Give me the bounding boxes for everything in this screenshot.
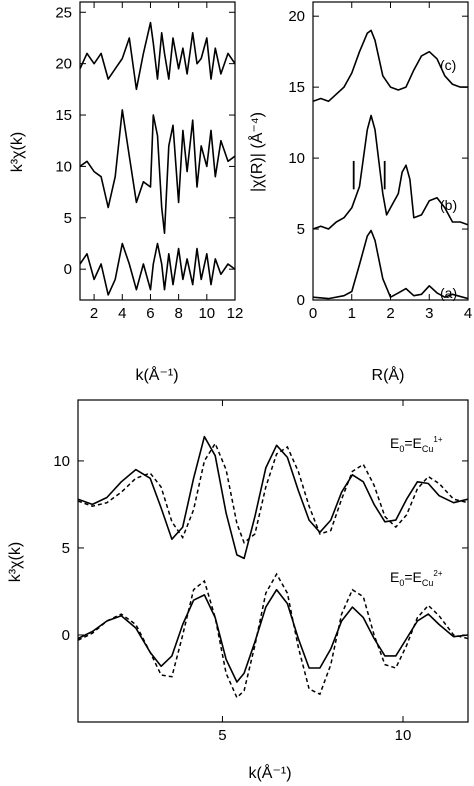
top-left-x-axis-label: k(Å⁻¹): [135, 365, 178, 384]
annotation-c: (c): [440, 57, 456, 73]
annotation-e0-cu2: E0=ECu2+: [390, 569, 443, 588]
annotation-e0-cu1: E0=ECu1+: [390, 435, 443, 454]
bottom-plot-frame: [77, 399, 469, 723]
x-tick-label: 10: [395, 727, 412, 744]
y-tick-label: 25: [55, 4, 72, 21]
x-tick-label: 3: [425, 305, 433, 322]
top-right-y-axis-label: |χ(R)| (Å⁻⁴): [247, 112, 266, 192]
top-right-plot-frame: [312, 1, 469, 301]
series-line-3-2: [78, 441, 468, 544]
x-tick-label: 4: [464, 305, 472, 322]
series-line-2-3: [313, 29, 468, 103]
series-line-3-3: [78, 588, 468, 683]
y-tick-label: 5: [64, 210, 72, 227]
y-tick-label: 5: [297, 221, 305, 238]
series-line-1-1: [80, 242, 235, 296]
series-line-3-1: [78, 435, 468, 560]
x-tick-label: 10: [198, 305, 215, 322]
x-tick-label: 12: [227, 305, 244, 322]
x-tick-label: 4: [118, 305, 126, 322]
y-tick-label: 5: [62, 540, 70, 557]
top-right-x-axis-label: R(Å): [372, 365, 405, 384]
y-tick-label: 15: [55, 107, 72, 124]
bottom-x-axis-label: k(Å⁻¹): [248, 763, 291, 782]
annotation-a: (a): [440, 285, 457, 301]
y-tick-label: 0: [297, 292, 305, 309]
x-tick-label: 8: [174, 305, 182, 322]
x-tick-label: 2: [90, 305, 98, 322]
y-tick-label: 20: [55, 56, 72, 73]
y-tick-label: 10: [288, 150, 305, 167]
annotation-b: (b): [440, 197, 457, 213]
x-tick-label: 0: [309, 305, 317, 322]
series-line-2-2: [313, 114, 468, 230]
bottom-y-axis-label: k³χ(k): [7, 542, 24, 582]
top-left-y-axis-label: k³χ(k): [9, 132, 26, 172]
series-line-1-3: [80, 21, 235, 91]
top-left-plot-frame: [79, 1, 236, 301]
y-tick-label: 15: [288, 79, 305, 96]
series-line-1-2: [80, 109, 235, 234]
series-line-3-4: [78, 572, 468, 699]
x-tick-label: 2: [386, 305, 394, 322]
y-tick-label: 10: [55, 158, 72, 175]
x-tick-label: 1: [348, 305, 356, 322]
y-tick-label: 10: [53, 453, 70, 470]
y-tick-label: 0: [64, 261, 72, 278]
x-tick-label: 5: [218, 727, 226, 744]
x-tick-label: 6: [146, 305, 154, 322]
y-tick-label: 20: [288, 8, 305, 25]
y-tick-label: 0: [62, 627, 70, 644]
series-line-2-1: [313, 229, 468, 300]
